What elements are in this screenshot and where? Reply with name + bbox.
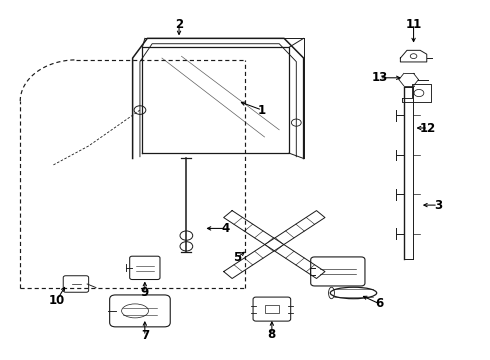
Text: 5: 5 bbox=[234, 251, 242, 264]
Text: 9: 9 bbox=[141, 287, 149, 300]
Text: 11: 11 bbox=[405, 18, 422, 31]
Text: 2: 2 bbox=[175, 18, 183, 31]
Text: 10: 10 bbox=[49, 294, 65, 307]
Text: 1: 1 bbox=[258, 104, 266, 117]
Text: 3: 3 bbox=[434, 199, 442, 212]
Text: 12: 12 bbox=[420, 122, 437, 135]
Text: 13: 13 bbox=[371, 71, 388, 84]
Text: 8: 8 bbox=[268, 328, 276, 341]
Text: 7: 7 bbox=[141, 329, 149, 342]
Text: 4: 4 bbox=[221, 222, 230, 235]
Text: 6: 6 bbox=[375, 297, 384, 310]
